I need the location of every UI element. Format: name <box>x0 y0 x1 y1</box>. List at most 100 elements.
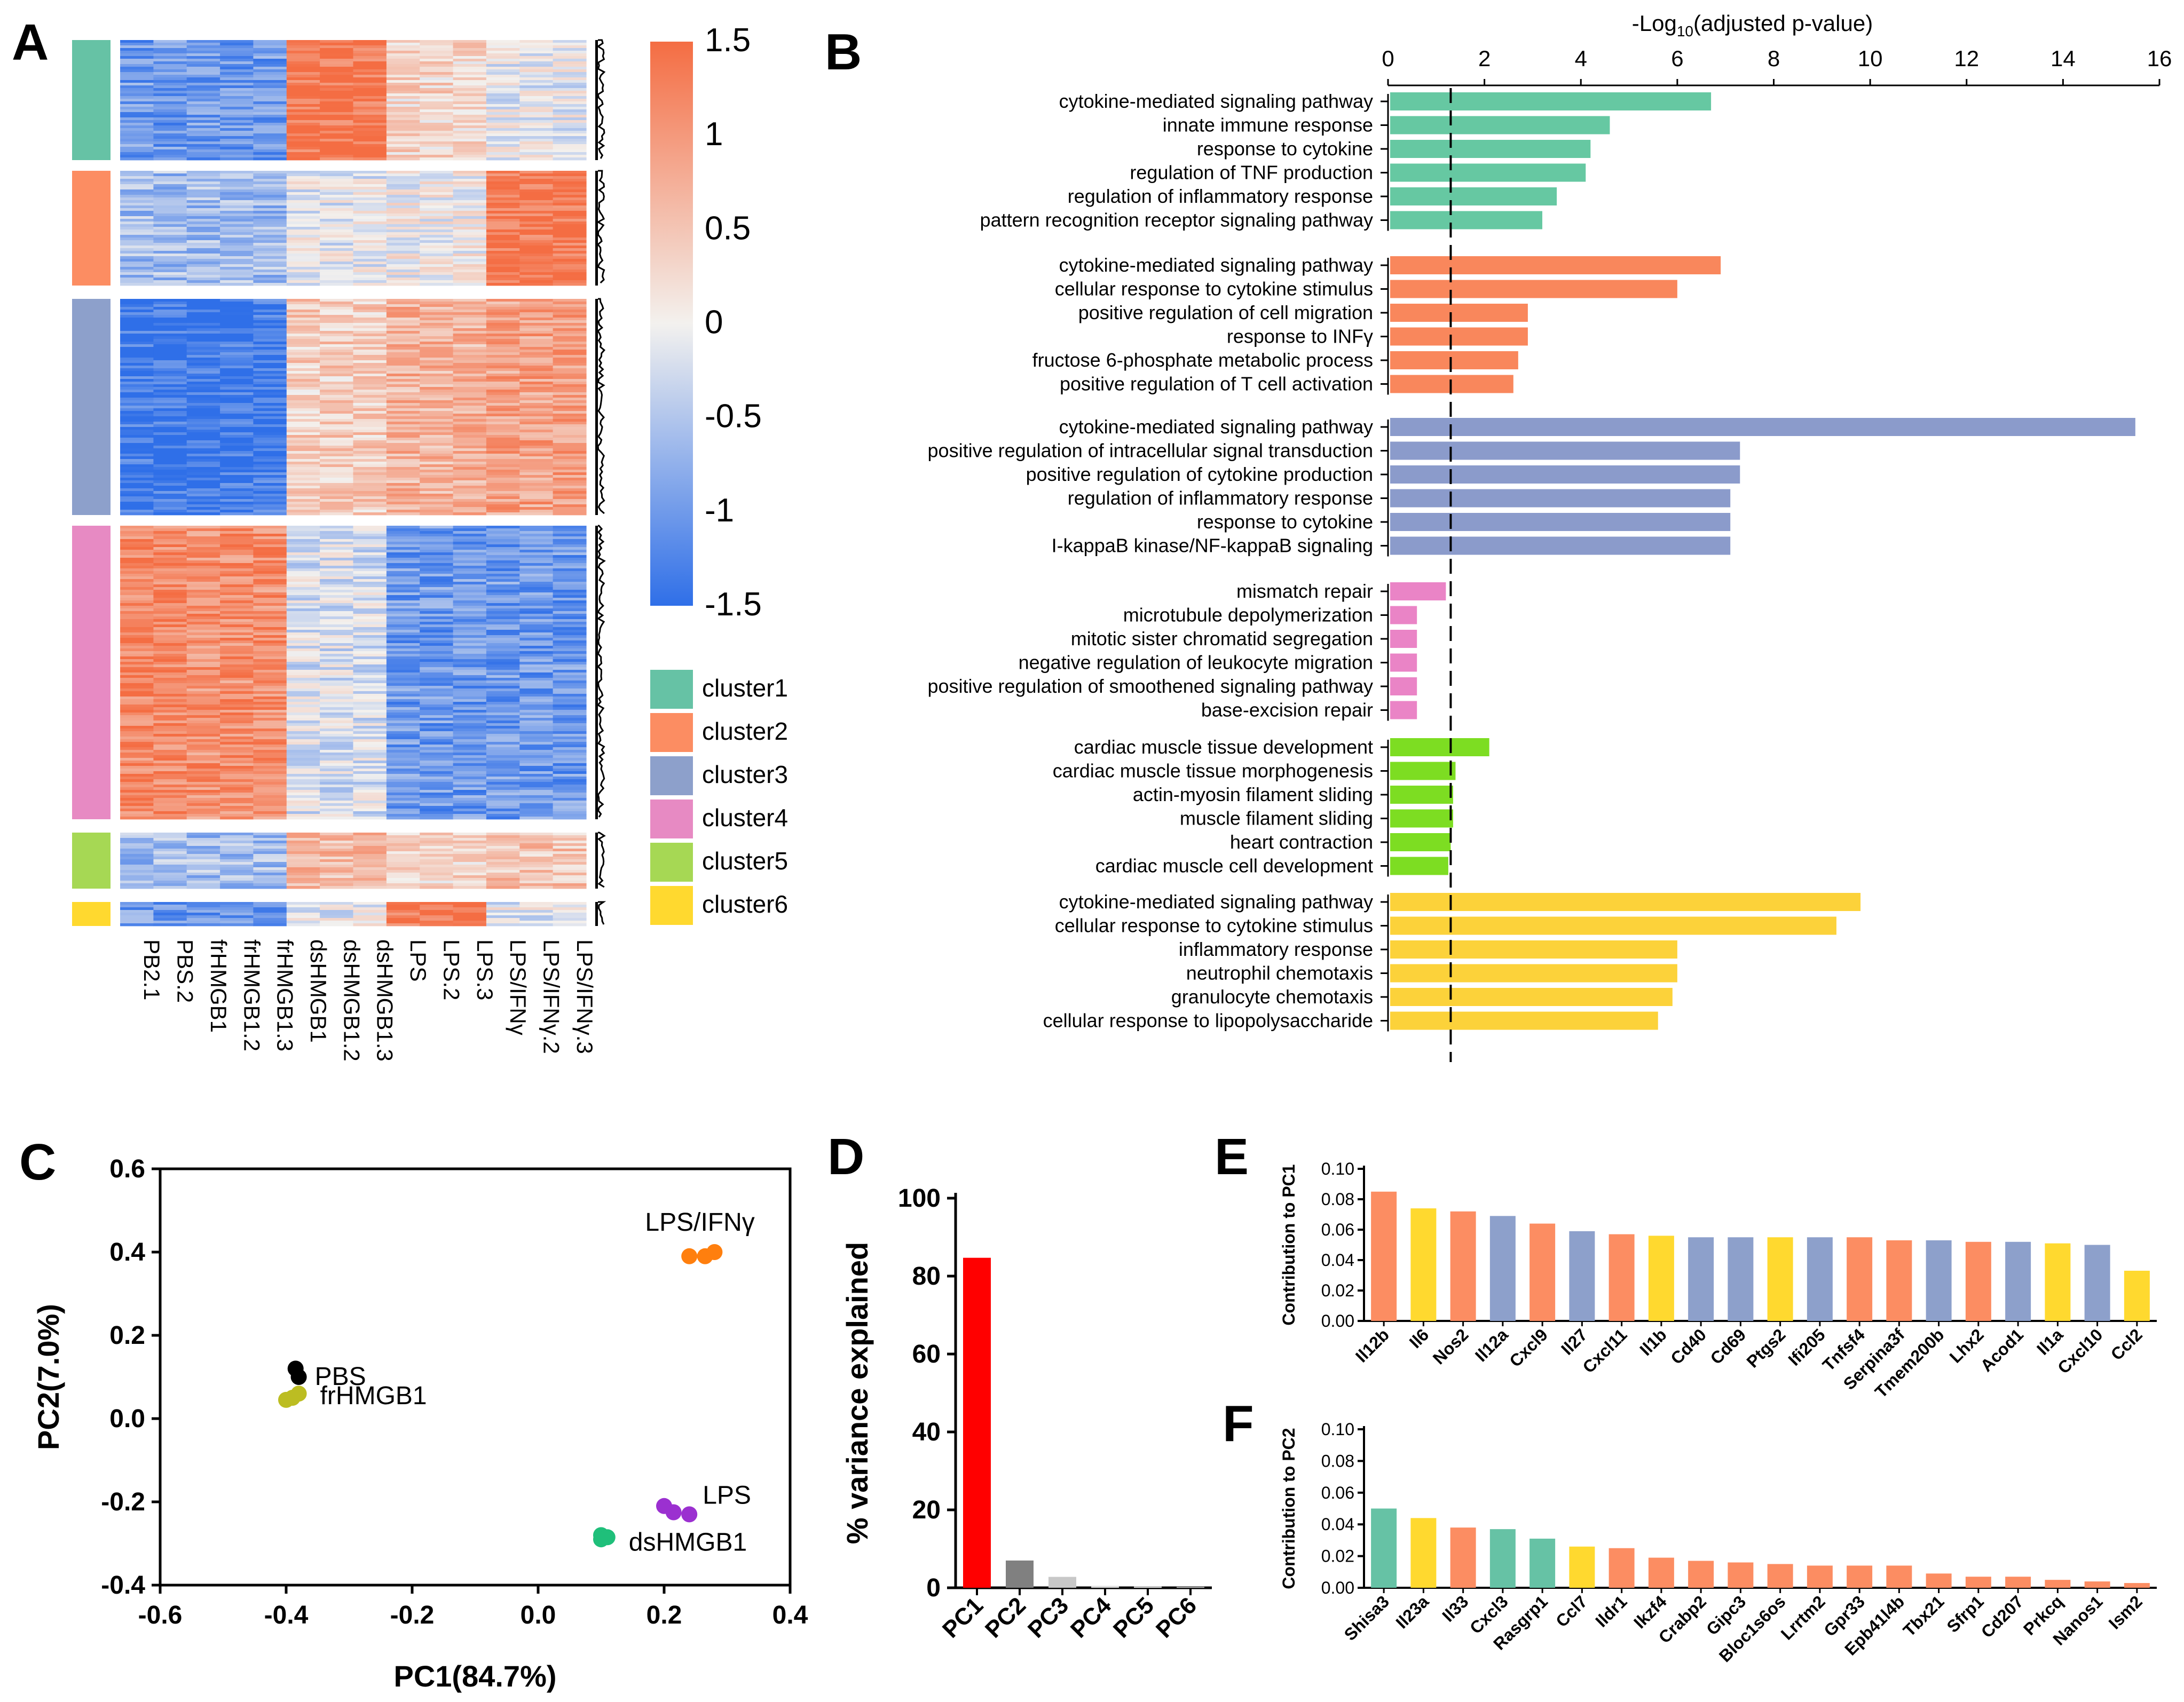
heatmap-cell <box>386 77 420 81</box>
heatmap-cell <box>153 398 187 401</box>
heatmap-cell <box>253 475 287 478</box>
heatmap-cell <box>486 264 520 267</box>
heatmap-cell <box>453 195 487 198</box>
heatmap-cell <box>253 278 287 281</box>
heatmap-cell <box>220 798 254 801</box>
heatmap-cell <box>386 595 420 598</box>
heatmap-cell <box>153 838 187 841</box>
heatmap-cell <box>486 101 520 105</box>
heatmap-cell <box>519 123 554 126</box>
heatmap-cell <box>353 795 387 798</box>
heatmap-cell <box>420 843 454 846</box>
heatmap-cell <box>286 320 320 323</box>
heatmap-cell <box>286 435 320 438</box>
heatmap-cell <box>320 910 354 913</box>
heatmap-cell <box>120 638 154 641</box>
heatmap-cell <box>286 504 320 508</box>
heatmap-cell <box>386 865 420 868</box>
heatmap-cell <box>286 667 320 670</box>
heatmap-cell <box>320 342 354 345</box>
b-term-label: pattern recognition receptor signaling p… <box>980 209 1373 231</box>
heatmap-cell <box>286 702 320 705</box>
heatmap-cell <box>286 576 320 580</box>
heatmap-cell <box>286 88 320 91</box>
heatmap-cell <box>453 85 487 89</box>
heatmap-cell <box>386 61 420 65</box>
heatmap-cell <box>420 173 454 177</box>
heatmap-cell <box>120 77 154 81</box>
heatmap-cell <box>120 496 154 500</box>
heatmap-cell <box>386 448 420 452</box>
heatmap-cell <box>553 152 587 155</box>
heatmap-cell <box>220 843 254 846</box>
heatmap-cell <box>186 320 220 323</box>
heatmap-cell <box>153 318 187 321</box>
heatmap-cell <box>353 542 387 545</box>
heatmap-cell <box>186 483 220 486</box>
heatmap-cell <box>286 817 320 820</box>
heatmap-cell <box>420 69 454 73</box>
heatmap-cell <box>120 563 154 566</box>
heatmap-cell <box>420 59 454 62</box>
heatmap-cell <box>220 85 254 89</box>
heatmap-cell <box>320 93 354 97</box>
d-x-tick-label: PC5 <box>1108 1592 1159 1643</box>
heatmap-cell <box>486 278 520 281</box>
heatmap-cluster-bar <box>72 902 111 926</box>
heatmap-cell <box>553 766 587 769</box>
heatmap-cell <box>353 120 387 123</box>
heatmap-cell <box>186 915 220 919</box>
heatmap-cell <box>253 109 287 113</box>
heatmap-cell <box>253 144 287 147</box>
f-bar <box>2124 1583 2150 1588</box>
heatmap-cell <box>519 787 554 790</box>
heatmap-cell <box>553 595 587 598</box>
e-bar <box>1529 1223 1556 1321</box>
heatmap-cell <box>420 886 454 889</box>
heatmap-cell <box>453 312 487 315</box>
heatmap-cell <box>553 109 587 113</box>
heatmap-cell <box>186 675 220 678</box>
heatmap-cell <box>253 221 287 225</box>
heatmap-cell <box>220 53 254 57</box>
heatmap-cell <box>286 526 320 529</box>
heatmap-cell <box>453 147 487 150</box>
heatmap-cell <box>353 648 387 652</box>
heatmap-cell <box>453 536 487 540</box>
heatmap-cell <box>320 683 354 686</box>
heatmap-cell <box>120 870 154 873</box>
heatmap-cell <box>486 486 520 489</box>
heatmap-cell <box>519 603 554 606</box>
heatmap-cell <box>320 246 354 249</box>
heatmap-cell <box>420 438 454 441</box>
heatmap-cell <box>353 667 387 670</box>
heatmap-cell <box>420 867 454 870</box>
heatmap-cell <box>519 208 554 211</box>
heatmap-cell <box>186 203 220 206</box>
heatmap-cell <box>420 267 454 270</box>
heatmap-cell <box>120 614 154 617</box>
heatmap-cell <box>553 875 587 878</box>
heatmap-cell <box>553 667 587 670</box>
heatmap-cell <box>153 859 187 862</box>
heatmap-cell <box>220 552 254 556</box>
heatmap-cell <box>486 64 520 67</box>
heatmap-cell <box>186 771 220 774</box>
heatmap-cell <box>353 590 387 593</box>
heatmap-cell <box>220 139 254 142</box>
heatmap-cell <box>220 742 254 745</box>
heatmap-cell <box>120 360 154 363</box>
heatmap-cell <box>253 88 287 91</box>
heatmap-cell <box>153 528 187 532</box>
heatmap-cell <box>120 176 154 179</box>
heatmap-cell <box>453 854 487 857</box>
heatmap-cell <box>253 299 287 302</box>
heatmap-cell <box>253 318 287 321</box>
heatmap-cell <box>553 534 587 537</box>
heatmap-cell <box>186 221 220 225</box>
heatmap-cell <box>153 547 187 550</box>
heatmap-cell <box>253 384 287 387</box>
heatmap-cell <box>153 766 187 769</box>
heatmap-cell <box>486 862 520 865</box>
heatmap-cell <box>453 454 487 457</box>
